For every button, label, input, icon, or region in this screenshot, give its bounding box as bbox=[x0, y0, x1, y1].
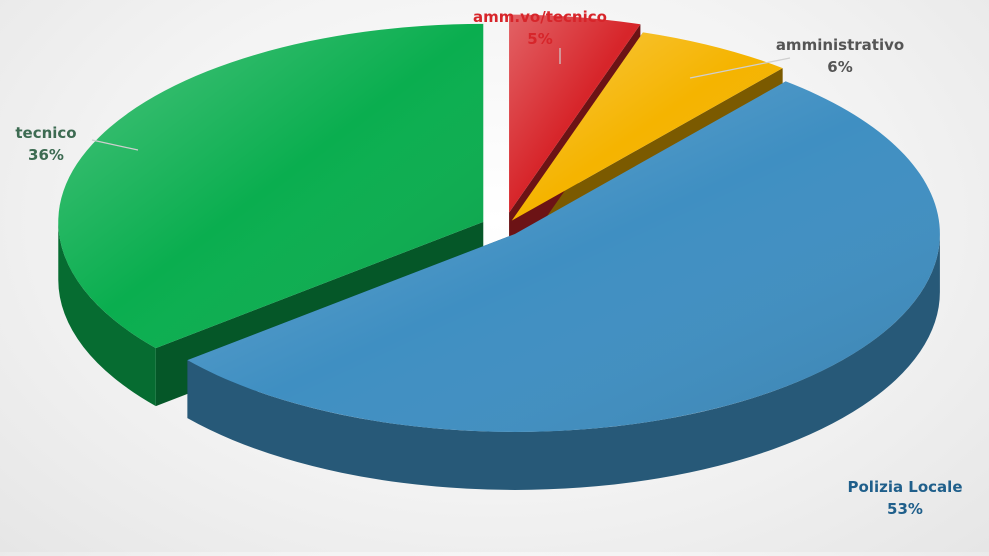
pie-tops bbox=[58, 14, 940, 432]
slice-label-2: Polizia Locale bbox=[848, 478, 963, 496]
pie-slice-highlight-1 bbox=[511, 32, 783, 221]
leader-line-3 bbox=[91, 139, 139, 151]
slice-value-label-3: 36% bbox=[28, 146, 64, 164]
pie-slice-highlight-3 bbox=[58, 23, 484, 349]
slice-label-3: tecnico bbox=[15, 124, 76, 142]
slice-label-1: amministrativo bbox=[776, 36, 904, 54]
pie-slice-highlight-0 bbox=[509, 14, 641, 213]
leader-line-1 bbox=[689, 57, 791, 79]
pie-slice-side-3-0 bbox=[58, 221, 156, 407]
slice-value-label-2: 53% bbox=[887, 500, 923, 518]
pie-slice-highlight-2 bbox=[187, 81, 940, 432]
slice-label-0: amm.vo/tecnico bbox=[473, 8, 607, 26]
pie-leader-lines bbox=[91, 48, 791, 151]
pie-labels: amm.vo/tecnico 5% amministrativo 6% Polizia … bbox=[15, 8, 962, 518]
pie-slice-side-2-0 bbox=[187, 233, 940, 490]
slice-value-label-1: 6% bbox=[827, 58, 852, 76]
slice-value-label-0: 5% bbox=[527, 30, 552, 48]
